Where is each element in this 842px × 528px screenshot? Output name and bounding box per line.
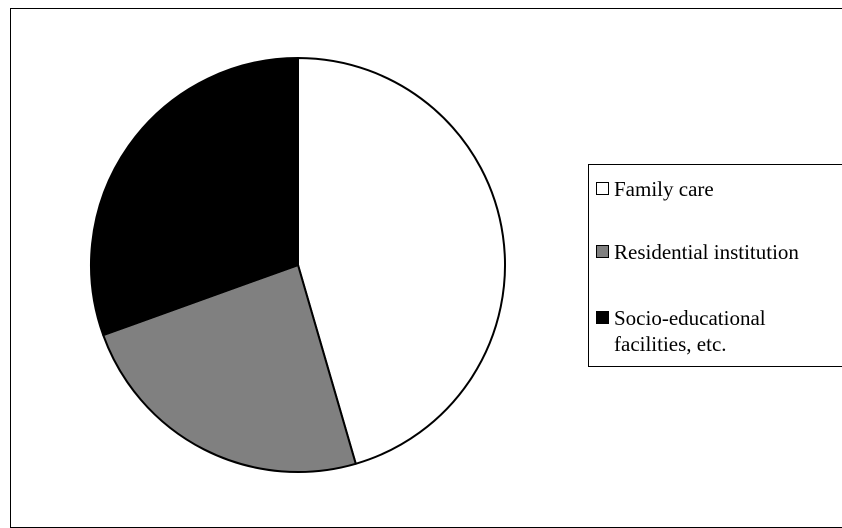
pie-chart xyxy=(90,57,506,473)
legend-item-family-care: Family care xyxy=(596,176,714,202)
pie-slice-residential-institution xyxy=(102,264,357,473)
legend-swatch-residential-institution xyxy=(596,245,609,258)
legend: Family care Residential institution Soci… xyxy=(588,164,842,367)
legend-label-family-care: Family care xyxy=(614,177,714,201)
pie-slice-family-care xyxy=(297,57,506,465)
legend-swatch-socio-educational xyxy=(596,311,609,324)
legend-label-socio-educational: Socio-educational facilities, etc. xyxy=(614,306,766,356)
legend-item-residential-institution: Residential institution xyxy=(596,239,799,265)
pie-slice-socio-educational xyxy=(90,57,299,337)
legend-swatch-family-care xyxy=(596,182,609,195)
legend-label-residential-institution: Residential institution xyxy=(614,240,799,264)
legend-item-socio-educational: Socio-educational facilities, etc. xyxy=(596,305,766,357)
